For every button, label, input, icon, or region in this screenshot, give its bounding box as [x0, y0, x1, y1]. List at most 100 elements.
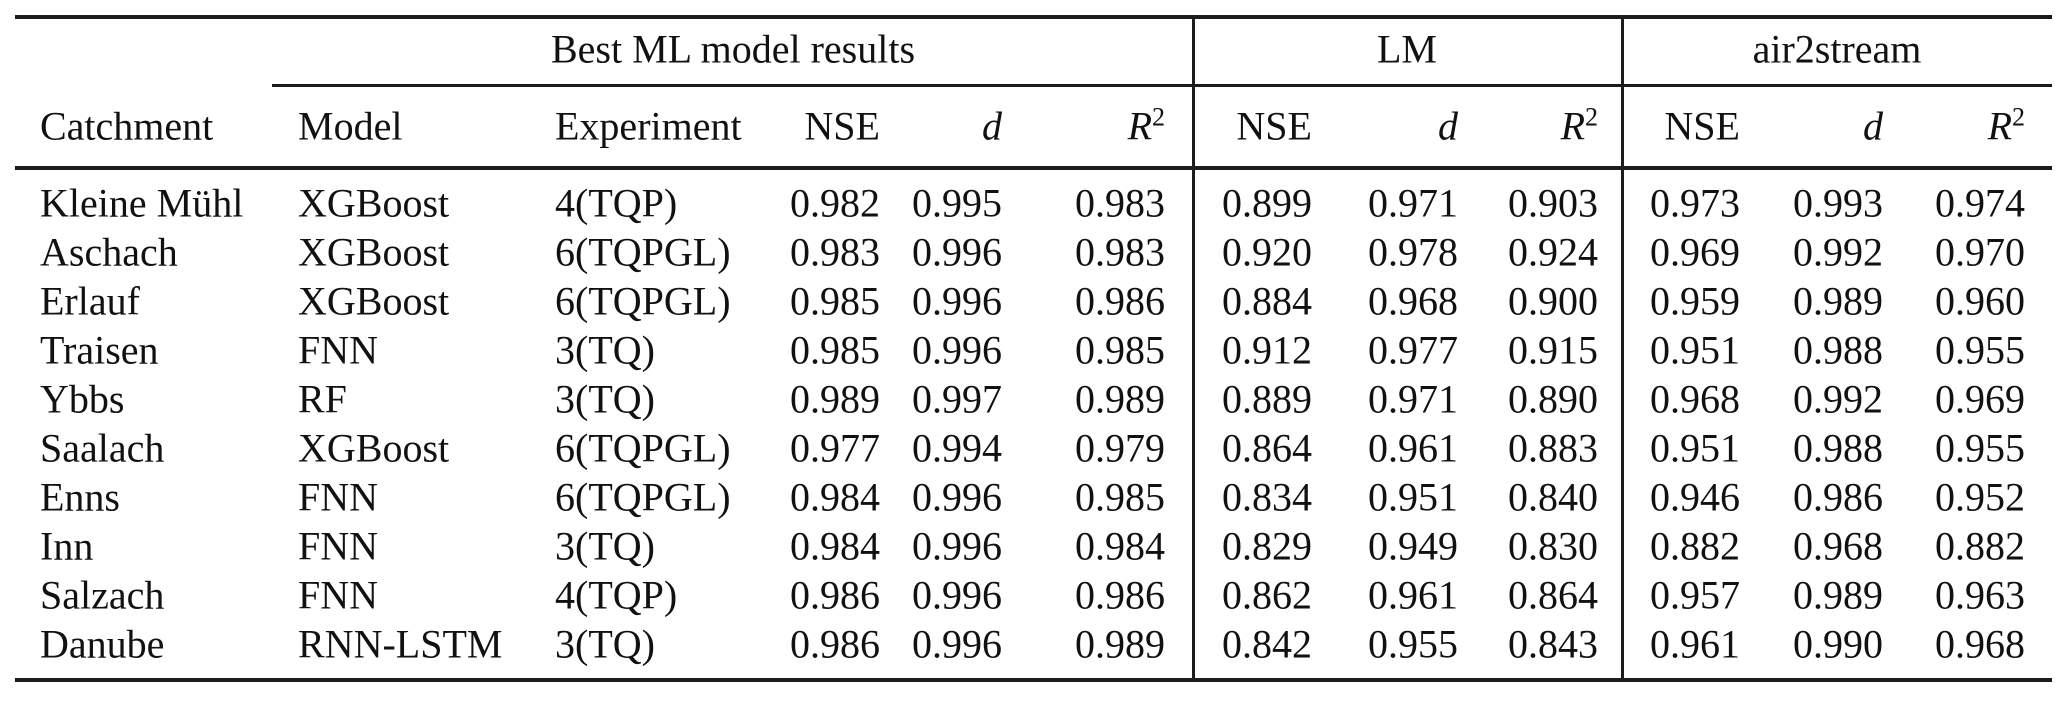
col-header-d-bestml: d — [982, 103, 1002, 149]
cell-value: 0.988 — [1793, 327, 1883, 372]
cell-value: 0.989 — [1075, 621, 1165, 666]
rule-group-header — [272, 84, 2052, 87]
cell-experiment: 6(TQPGL) — [555, 229, 731, 274]
cell-value: 0.912 — [1222, 327, 1312, 372]
cell-model: FNN — [298, 523, 379, 568]
cell-value: 0.961 — [1368, 572, 1458, 617]
cell-value: 0.989 — [1075, 376, 1165, 421]
cell-value: 0.951 — [1650, 327, 1740, 372]
r2-base: R — [1560, 103, 1585, 149]
cell-value: 0.915 — [1508, 327, 1598, 372]
cell-value: 0.973 — [1650, 180, 1740, 225]
cell-value: 0.986 — [790, 572, 880, 617]
cell-value: 0.986 — [1075, 278, 1165, 323]
cell-value: 0.978 — [1368, 229, 1458, 274]
cell-value: 0.971 — [1368, 376, 1458, 421]
cell-catchment: Salzach — [40, 572, 165, 617]
cell-value: 0.949 — [1368, 523, 1458, 568]
cell-value: 0.997 — [912, 376, 1002, 421]
cell-value: 0.977 — [1368, 327, 1458, 372]
cell-catchment: Aschach — [40, 229, 178, 274]
cell-model: XGBoost — [298, 180, 450, 225]
cell-value: 0.842 — [1222, 621, 1312, 666]
cell-value: 0.840 — [1508, 474, 1598, 519]
cell-value: 0.963 — [1935, 572, 2025, 617]
cell-value: 0.974 — [1935, 180, 2025, 225]
cell-value: 0.970 — [1935, 229, 2025, 274]
cell-catchment: Inn — [40, 523, 94, 568]
cell-model: XGBoost — [298, 425, 450, 470]
cell-value: 0.883 — [1508, 425, 1598, 470]
cell-value: 0.990 — [1793, 621, 1883, 666]
cell-catchment: Kleine Mühl — [40, 180, 244, 225]
cell-value: 0.983 — [1075, 180, 1165, 225]
cell-value: 0.882 — [1650, 523, 1740, 568]
cell-value: 0.989 — [790, 376, 880, 421]
cell-value: 0.952 — [1935, 474, 2025, 519]
cell-value: 0.993 — [1793, 180, 1883, 225]
cell-model: XGBoost — [298, 278, 450, 323]
cell-value: 0.924 — [1508, 229, 1598, 274]
table-row: Inn FNN 3(TQ) 0.984 0.996 0.984 0.829 0.949 0.83… — [0, 521, 2067, 570]
cell-value: 0.961 — [1368, 425, 1458, 470]
r2-base: R — [1987, 103, 2012, 149]
cell-experiment: 3(TQ) — [555, 621, 655, 666]
col-header-d-lm: d — [1438, 103, 1458, 149]
cell-model: FNN — [298, 327, 379, 372]
cell-value: 0.969 — [1935, 376, 2025, 421]
cell-value: 0.946 — [1650, 474, 1740, 519]
cell-value: 0.985 — [1075, 474, 1165, 519]
cell-value: 0.969 — [1650, 229, 1740, 274]
cell-value: 0.989 — [1793, 572, 1883, 617]
cell-value: 0.986 — [790, 621, 880, 666]
cell-value: 0.968 — [1650, 376, 1740, 421]
cell-catchment: Danube — [40, 621, 165, 666]
cell-value: 0.968 — [1793, 523, 1883, 568]
separator-lm-air2stream — [1621, 17, 1624, 680]
cell-catchment: Erlauf — [40, 278, 140, 323]
cell-value: 0.983 — [790, 229, 880, 274]
rule-top — [15, 15, 2052, 19]
rule-header — [15, 166, 2052, 170]
col-header-nse-lm: NSE — [1236, 103, 1312, 149]
cell-value: 0.862 — [1222, 572, 1312, 617]
cell-value: 0.982 — [790, 180, 880, 225]
cell-model: RF — [298, 376, 347, 421]
r2-exponent: 2 — [1152, 102, 1165, 132]
cell-value: 0.830 — [1508, 523, 1598, 568]
r2-base: R — [1127, 103, 1152, 149]
cell-experiment: 6(TQPGL) — [555, 474, 731, 519]
cell-value: 0.986 — [1075, 572, 1165, 617]
cell-value: 0.996 — [912, 229, 1002, 274]
cell-value: 0.977 — [790, 425, 880, 470]
cell-value: 0.955 — [1368, 621, 1458, 666]
r2-exponent: 2 — [1585, 102, 1598, 132]
cell-experiment: 4(TQP) — [555, 180, 678, 225]
cell-value: 0.994 — [912, 425, 1002, 470]
cell-value: 0.884 — [1222, 278, 1312, 323]
cell-catchment: Traisen — [40, 327, 159, 372]
cell-value: 0.996 — [912, 572, 1002, 617]
cell-experiment: 4(TQP) — [555, 572, 678, 617]
cell-value: 0.992 — [1793, 229, 1883, 274]
cell-value: 0.983 — [1075, 229, 1165, 274]
cell-catchment: Enns — [40, 474, 120, 519]
table-row: Saalach XGBoost 6(TQPGL) 0.977 0.994 0.979 0.8… — [0, 423, 2067, 472]
table-body: Kleine Mühl XGBoost 4(TQP) 0.982 0.995 0.983 0… — [0, 170, 2067, 668]
col-header-d-air2stream: d — [1863, 103, 1883, 149]
col-header-catchment: Catchment — [40, 103, 214, 149]
separator-bestml-lm — [1192, 17, 1195, 680]
col-header-r2-bestml: R2 — [1128, 103, 1165, 150]
cell-model: RNN-LSTM — [298, 621, 503, 666]
col-header-r2-air2stream: R2 — [1988, 103, 2025, 150]
rule-bottom — [15, 678, 2052, 682]
cell-value: 0.829 — [1222, 523, 1312, 568]
col-header-r2-lm: R2 — [1561, 103, 1598, 150]
r2-exponent: 2 — [2012, 102, 2025, 132]
table-row: Erlauf XGBoost 6(TQPGL) 0.985 0.996 0.986 0.88… — [0, 276, 2067, 325]
cell-value: 0.996 — [912, 523, 1002, 568]
cell-value: 0.995 — [912, 180, 1002, 225]
cell-value: 0.989 — [1793, 278, 1883, 323]
table-row: Salzach FNN 4(TQP) 0.986 0.996 0.986 0.862 0.96… — [0, 570, 2067, 619]
cell-value: 0.843 — [1508, 621, 1598, 666]
